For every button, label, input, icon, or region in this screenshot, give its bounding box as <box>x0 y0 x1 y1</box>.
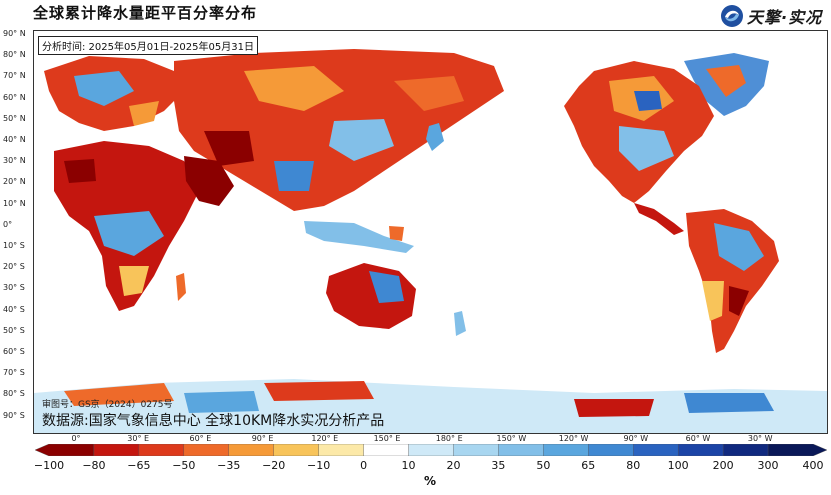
colorbar-segment <box>228 444 275 456</box>
map-approval-number: 审图号：GS京（2024）0275号 <box>42 400 173 410</box>
landmass-central-america <box>634 203 684 235</box>
latitude-label: 80° N <box>3 50 26 60</box>
colorbar-label: −35 <box>217 459 241 472</box>
latitude-label: 60° S <box>3 347 25 356</box>
landmass-japan <box>426 123 444 151</box>
colorbar <box>35 444 827 456</box>
colorbar-segment <box>138 444 185 456</box>
longitude-label: 60° E <box>189 434 212 443</box>
latitude-label: 20° N <box>3 177 26 187</box>
latitude-label: 50° S <box>3 325 25 335</box>
latitude-label: 90° S <box>3 410 25 420</box>
colorbar-segment <box>453 444 500 456</box>
longitude-label: 150° W <box>496 434 527 443</box>
colorbar-label: −50 <box>172 459 196 472</box>
colorbar-label: 400 <box>802 459 824 472</box>
longitude-label: 30° E <box>127 434 150 443</box>
colorbar-segment <box>35 444 95 456</box>
logo: 天擎·实况 <box>720 4 822 28</box>
latitude-label: 30° N <box>3 156 26 166</box>
longitude-label: 120° W <box>558 434 589 443</box>
longitude-label: 150° E <box>373 434 401 443</box>
landmass-new-zealand <box>454 311 466 336</box>
colorbar-label: −65 <box>127 459 151 472</box>
colorbar-label: −100 <box>33 459 65 472</box>
colorbar-segment <box>93 444 140 456</box>
colorbar-label: 100 <box>667 459 689 472</box>
analysis-time-box: 分析时间: 2025年05月01日-2025年05月31日 <box>38 36 258 55</box>
colorbar-segment <box>318 444 365 456</box>
colorbar-segment <box>677 444 724 456</box>
colorbar-segment <box>273 444 320 456</box>
latitude-label: 30° S <box>3 283 25 293</box>
logo-swirl-icon <box>721 5 743 27</box>
colorbar-segment <box>543 444 589 456</box>
precipitation-anomaly-map <box>34 49 827 433</box>
colorbar-label: 200 <box>712 459 734 472</box>
colorbar-unit: % <box>424 474 437 488</box>
colorbar-segment <box>363 444 410 456</box>
latitude-label: 0° <box>3 219 13 229</box>
latitude-label: 20° S <box>3 262 25 272</box>
longitude-label: 30° W <box>747 434 773 443</box>
latitude-label: 60° N <box>3 92 26 102</box>
colorbar-segment <box>722 444 769 456</box>
latitude-label: 40° N <box>3 135 26 144</box>
longitude-label: 120° E <box>311 434 339 443</box>
logo-text: 天擎·实况 <box>747 8 823 27</box>
colorbar-segment <box>588 444 634 456</box>
latitude-label: 70° N <box>3 71 26 81</box>
colorbar-segment <box>767 444 827 456</box>
colorbar-label: 50 <box>536 459 551 472</box>
colorbar-label: −80 <box>82 459 106 472</box>
latitude-label: 10° S <box>3 241 25 250</box>
colorbar-label: −20 <box>262 459 286 472</box>
latitude-label: 90° N <box>3 29 26 38</box>
colorbar-label: 65 <box>581 459 596 472</box>
latitude-label: 40° S <box>3 304 25 314</box>
colorbar-label: 10 <box>401 459 416 472</box>
colorbar-label: 20 <box>446 459 461 472</box>
colorbar-segment <box>633 444 679 456</box>
colorbar-label: 80 <box>626 459 641 472</box>
latitude-label: 80° S <box>3 389 25 399</box>
longitude-label: 90° E <box>251 434 274 443</box>
latitude-label: 10° N <box>3 198 26 208</box>
landmass-madagascar <box>176 273 186 301</box>
colorbar-segment <box>498 444 545 456</box>
latitude-label: 70° S <box>3 368 25 378</box>
colorbar-segment <box>183 444 230 456</box>
longitude-label: 180° E <box>435 434 463 443</box>
colorbar-label: 0 <box>360 459 368 472</box>
longitude-label: 60° W <box>685 434 711 443</box>
colorbar-label: 300 <box>757 459 779 472</box>
longitude-label: 90° W <box>623 434 649 443</box>
colorbar-label: 35 <box>491 459 506 472</box>
latitude-label: 50° N <box>3 113 26 123</box>
colorbar-segment <box>408 444 455 456</box>
colorbar-label: −10 <box>307 459 331 472</box>
map-frame <box>33 30 828 434</box>
longitude-label: 0° <box>71 434 81 443</box>
landmass-maritime-asia <box>304 221 414 253</box>
data-source-caption: 数据源:国家气象信息中心 全球10KM降水实况分析产品 <box>42 413 385 429</box>
landmass-arabia <box>184 156 234 206</box>
map-title: 全球累计降水量距平百分率分布 <box>33 4 258 22</box>
